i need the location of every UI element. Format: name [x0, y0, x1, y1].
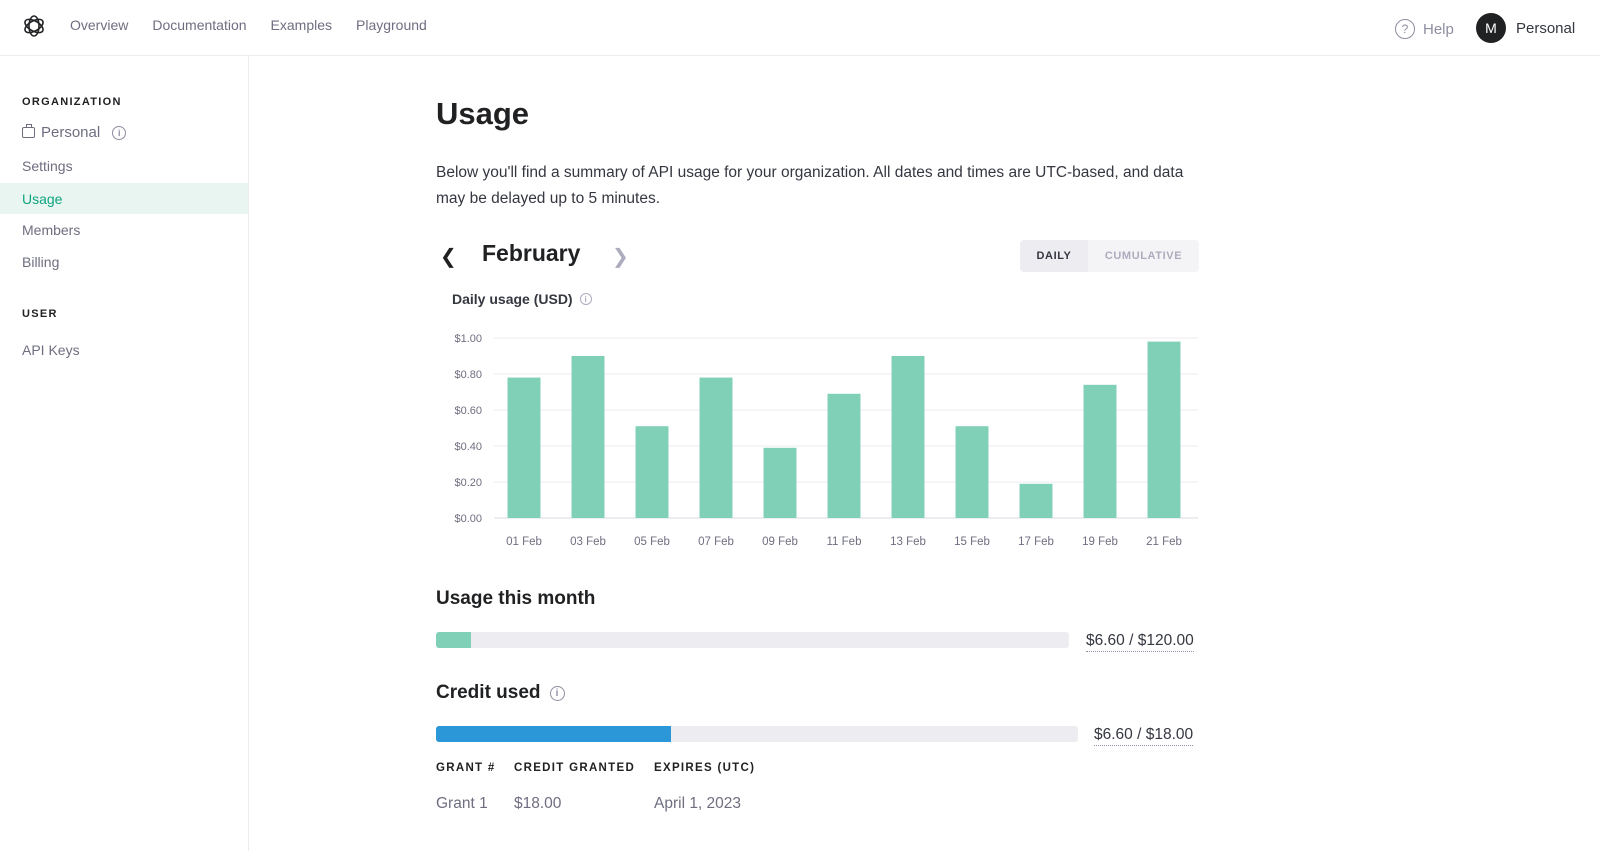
- y-tick-label: $1.00: [454, 333, 482, 345]
- x-tick-label: 01 Feb: [506, 536, 542, 548]
- expires-cell: April 1, 2023: [654, 795, 742, 812]
- org-heading: ORGANIZATION: [22, 96, 122, 108]
- avatar: M: [1476, 13, 1506, 43]
- x-tick-label: 21 Feb: [1146, 536, 1182, 548]
- bar: [891, 356, 925, 518]
- x-tick-label: 17 Feb: [1018, 536, 1054, 548]
- info-icon[interactable]: i: [579, 293, 592, 305]
- x-tick-label: 05 Feb: [634, 536, 670, 548]
- nav-playground[interactable]: Playground: [356, 17, 427, 33]
- nav-examples[interactable]: Examples: [270, 17, 332, 33]
- credit-used-title: Credit used i: [436, 682, 565, 704]
- question-icon: ?: [1395, 19, 1415, 39]
- briefcase-icon: [22, 124, 35, 138]
- bar: [763, 447, 797, 518]
- org-selector[interactable]: Personal i: [22, 124, 127, 141]
- usage-month-label: Usage this month: [436, 588, 596, 609]
- top-navbar: Overview Documentation Examples Playgrou…: [0, 0, 1600, 56]
- openai-logo-icon[interactable]: [21, 13, 47, 39]
- credit-granted-column-header: CREDIT GRANTED: [514, 762, 636, 774]
- chevron-left-icon[interactable]: ❮: [440, 246, 457, 268]
- y-tick-label: $0.00: [454, 513, 482, 525]
- cumulative-toggle-button[interactable]: CUMULATIVE: [1104, 250, 1183, 262]
- grant-column-header: GRANT #: [436, 762, 496, 774]
- credit-used-label: Credit used: [436, 682, 541, 703]
- x-tick-label: 09 Feb: [762, 536, 798, 548]
- usage-amount: $6.60 / $120.00: [1086, 632, 1194, 652]
- help-link[interactable]: ? Help: [1395, 19, 1454, 39]
- usage-month-title: Usage this month: [436, 588, 595, 610]
- credit-progress-fill: [436, 726, 672, 742]
- y-tick-label: $0.20: [454, 477, 482, 489]
- x-tick-label: 07 Feb: [698, 536, 734, 548]
- credit-granted-cell: $18.00: [514, 795, 562, 812]
- org-name: Personal: [41, 124, 101, 141]
- page-description: Below you'll find a summary of API usage…: [436, 164, 1184, 207]
- bar: [699, 377, 733, 518]
- month-label: February: [482, 240, 581, 266]
- main-nav: Overview Documentation Examples Playgrou…: [70, 17, 451, 33]
- account-menu[interactable]: M Personal: [1476, 13, 1575, 43]
- bar: [635, 426, 669, 518]
- x-tick-label: 15 Feb: [954, 536, 990, 548]
- bar: [507, 377, 541, 518]
- sidebar-item-api-keys[interactable]: API Keys: [22, 341, 80, 358]
- user-heading: USER: [22, 308, 58, 320]
- sidebar: ORGANIZATION Personal i Settings Usage M…: [0, 56, 249, 851]
- bar: [571, 356, 605, 518]
- credit-progress-track: [436, 726, 1078, 742]
- grant-cell: Grant 1: [436, 795, 488, 812]
- x-tick-label: 13 Feb: [890, 536, 926, 548]
- account-name: Personal: [1516, 19, 1576, 37]
- bar: [827, 393, 861, 518]
- chart-title-label: Daily usage (USD): [452, 291, 573, 307]
- y-tick-label: $0.40: [454, 441, 482, 453]
- help-label: Help: [1423, 20, 1454, 38]
- x-tick-label: 19 Feb: [1082, 536, 1118, 548]
- info-icon[interactable]: i: [112, 125, 127, 140]
- usage-progress-fill: [436, 632, 471, 648]
- chevron-right-icon[interactable]: ❯: [612, 246, 629, 268]
- x-tick-label: 11 Feb: [827, 536, 862, 548]
- nav-overview[interactable]: Overview: [70, 17, 129, 33]
- month-navigator: ❮ February ❯ DAILY CUMULATIVE: [436, 238, 1200, 272]
- sidebar-item-usage[interactable]: Usage: [0, 183, 248, 214]
- page-title: Usage: [436, 96, 530, 131]
- bar: [955, 426, 989, 518]
- y-tick-label: $0.60: [454, 405, 482, 417]
- x-tick-label: 03 Feb: [570, 536, 606, 548]
- nav-documentation[interactable]: Documentation: [152, 17, 247, 33]
- daily-toggle-button[interactable]: DAILY: [1020, 240, 1088, 272]
- sidebar-item-settings[interactable]: Settings: [22, 157, 73, 174]
- bar: [1019, 483, 1053, 518]
- view-toggle: DAILY CUMULATIVE: [1020, 240, 1199, 272]
- bar: [1147, 341, 1181, 518]
- chart-title: Daily usage (USD) i: [452, 291, 592, 307]
- credit-amount: $6.60 / $18.00: [1094, 726, 1194, 746]
- bar: [1083, 384, 1117, 518]
- daily-usage-chart: $0.00 $0.20 $0.40 $0.60 $0.80 $1.00 01 Feb 03 F…: [454, 333, 1198, 548]
- info-icon[interactable]: i: [549, 685, 565, 701]
- usage-progress-track: [436, 632, 1069, 648]
- sidebar-item-billing[interactable]: Billing: [22, 253, 60, 270]
- sidebar-item-members[interactable]: Members: [22, 221, 81, 238]
- expires-column-header: EXPIRES (UTC): [654, 762, 756, 774]
- y-tick-label: $0.80: [454, 369, 482, 381]
